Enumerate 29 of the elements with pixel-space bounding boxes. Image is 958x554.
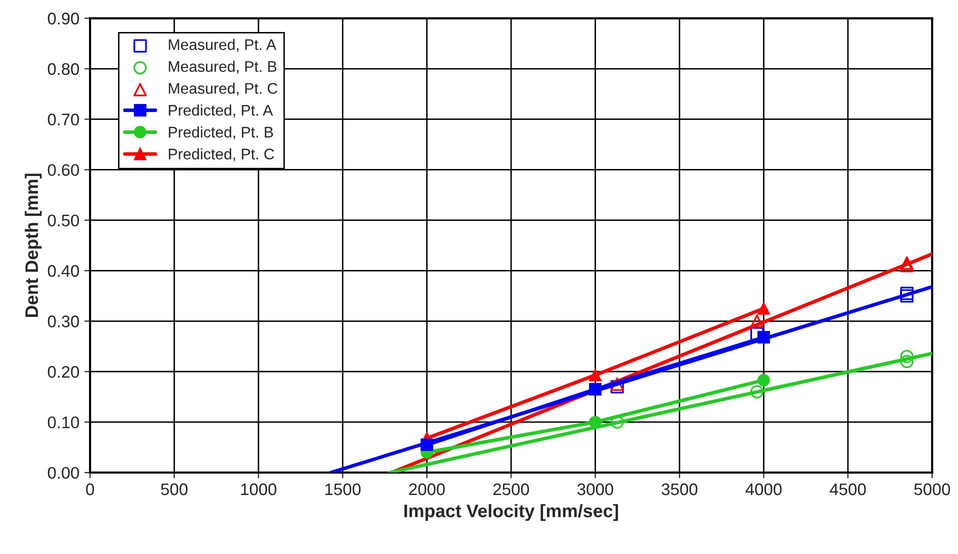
x-axis-title: Impact Velocity [mm/sec] [404, 504, 618, 521]
x-tick-label: 4000 [746, 483, 782, 496]
y-tick-label: 0.50 [48, 214, 79, 226]
x-tick-label: 2500 [493, 483, 529, 496]
x-tick-label: 2000 [409, 483, 445, 496]
legend-label: Predicted, Pt. C [168, 148, 274, 162]
y-tick-label: 0.40 [48, 265, 79, 277]
y-tick-label: 0.10 [48, 416, 79, 428]
legend-label: Measured, Pt. B [168, 60, 276, 74]
x-tick-label: 1500 [325, 483, 361, 496]
x-tick-label: 5000 [914, 483, 950, 496]
y-tick-label: 0.30 [48, 316, 79, 328]
x-tick-label: 4500 [830, 483, 866, 496]
x-tick-label: 500 [161, 483, 188, 496]
x-tick-label: 3500 [662, 483, 698, 496]
legend-label: Measured, Pt. A [168, 38, 276, 52]
legend-label: Predicted, Pt. A [168, 104, 273, 118]
y-tick-label: 0.60 [48, 164, 79, 176]
y-axis-title: Dent Depth [mm] [24, 174, 42, 317]
y-tick-label: 0.00 [48, 466, 79, 479]
x-tick-label: 1000 [241, 483, 276, 496]
legend-label: Predicted, Pt. B [168, 126, 273, 140]
legend-label: Measured, Pt. C [168, 82, 278, 96]
y-tick-label: 0.20 [48, 366, 79, 378]
x-tick-label: 3000 [577, 483, 614, 496]
y-tick-label: 0.80 [48, 63, 79, 75]
x-tick-label: 0 [86, 483, 94, 496]
y-tick-label: 0.90 [48, 12, 79, 24]
y-tick-label: 0.70 [48, 114, 79, 126]
